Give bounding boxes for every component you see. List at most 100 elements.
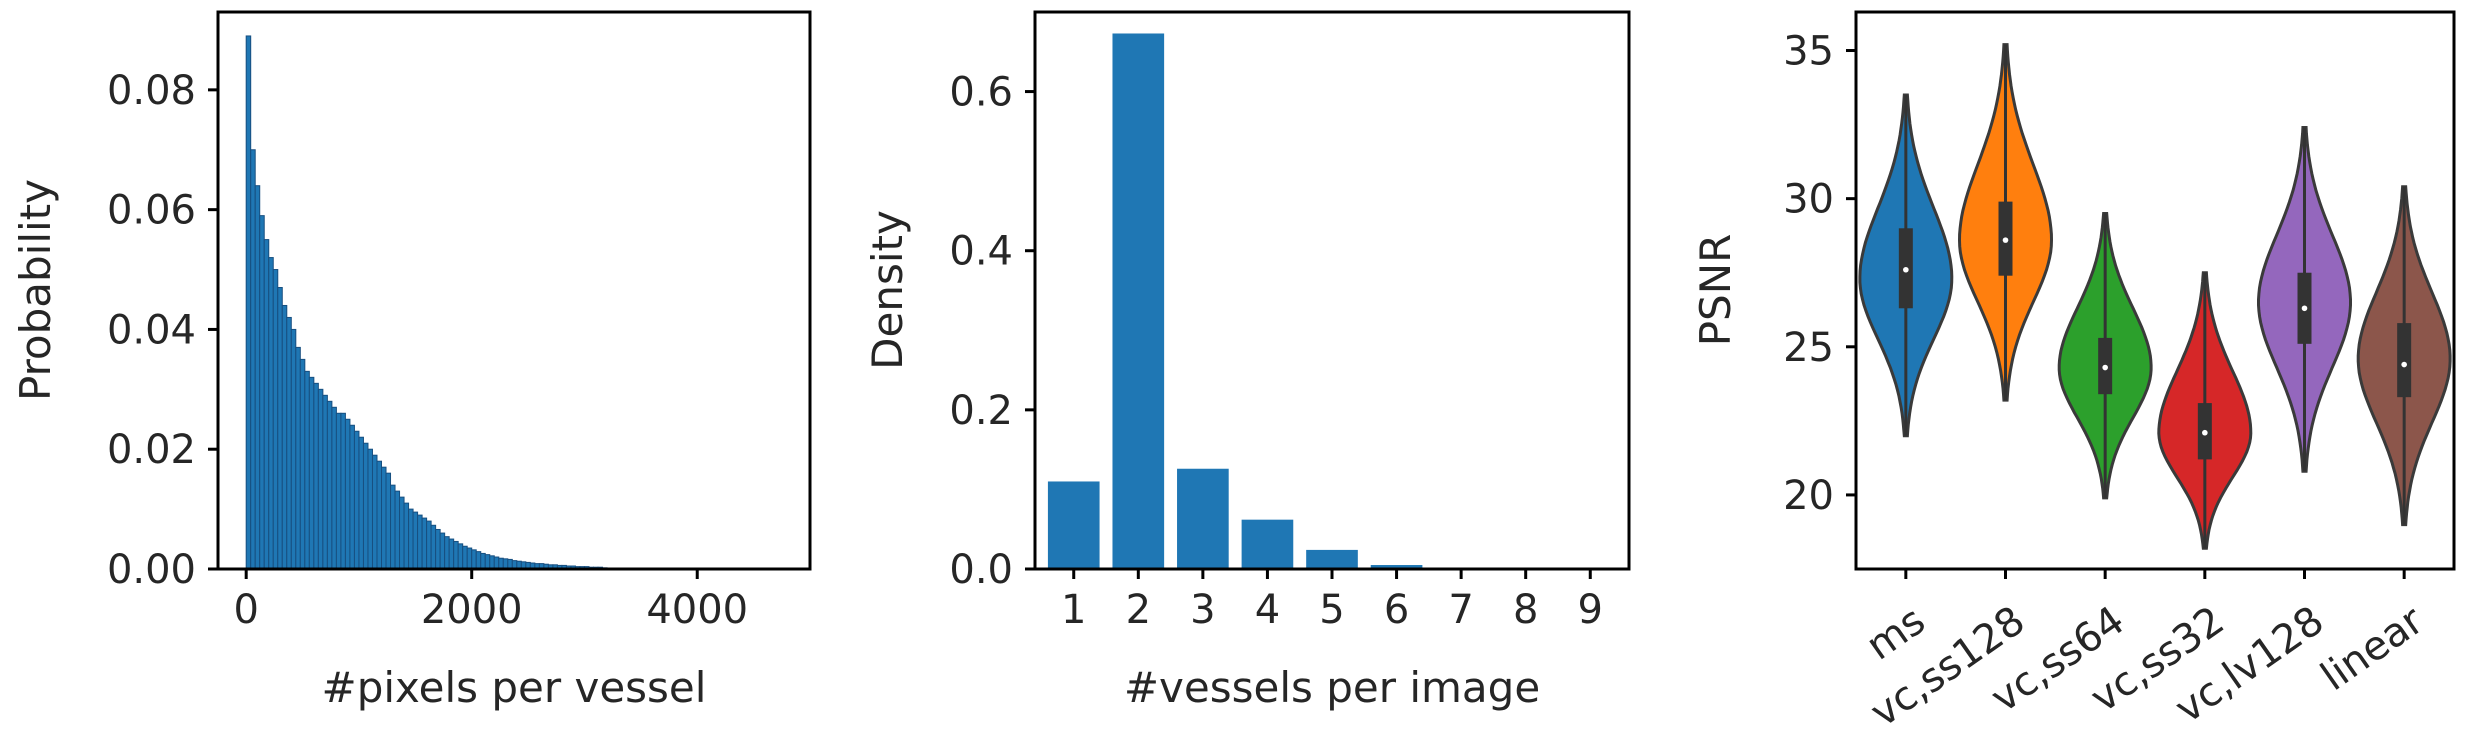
histogram-bar bbox=[435, 528, 441, 570]
y-tick-label: 0.00 bbox=[107, 547, 196, 593]
x-tick-label: 2 bbox=[1126, 587, 1151, 633]
x-tick-label: 0 bbox=[233, 587, 258, 633]
y-tick-label: 0.08 bbox=[107, 68, 196, 114]
histogram-bar bbox=[326, 400, 333, 570]
histogram-bar bbox=[299, 358, 306, 570]
bar-xlabel: #vessels per image bbox=[1124, 663, 1540, 712]
density-bars bbox=[1047, 33, 1617, 569]
histogram-bar bbox=[399, 496, 405, 570]
histogram-bar bbox=[295, 346, 301, 570]
x-tick-label: 1 bbox=[1061, 587, 1086, 633]
x-tick-label: 7 bbox=[1448, 587, 1473, 633]
histogram-bar bbox=[349, 424, 355, 570]
violin-median bbox=[1903, 266, 1909, 273]
histogram-ticks: 0 2000 4000 0.00 0.02 0.04 0.06 0.08 bbox=[107, 68, 748, 633]
histogram-bar bbox=[444, 536, 450, 570]
histogram-bar bbox=[263, 239, 270, 570]
density-bar bbox=[1177, 468, 1229, 569]
histogram-bar bbox=[381, 466, 387, 570]
x-tick-label: 2000 bbox=[421, 587, 523, 633]
histogram-bar bbox=[385, 472, 392, 570]
histogram-bar bbox=[390, 484, 396, 570]
histogram-ylabel: Probability bbox=[11, 179, 60, 401]
y-tick-label: 0.02 bbox=[107, 427, 196, 473]
histogram-bar bbox=[281, 304, 288, 570]
histogram-bar bbox=[480, 552, 486, 570]
violin-median bbox=[2401, 361, 2407, 368]
y-tick-label: 0.06 bbox=[107, 188, 196, 234]
density-bar bbox=[1047, 481, 1100, 569]
histogram-bar bbox=[417, 514, 423, 570]
density-bar bbox=[1306, 549, 1358, 569]
x-tick-label: linear bbox=[2313, 597, 2433, 700]
histogram-bar bbox=[367, 448, 373, 570]
histogram-bar bbox=[317, 388, 324, 570]
histogram-bar bbox=[254, 185, 261, 570]
x-tick-label: 8 bbox=[1513, 587, 1538, 633]
histogram-bar bbox=[322, 394, 328, 570]
histogram-bar bbox=[344, 418, 351, 570]
histogram-bar bbox=[448, 538, 455, 570]
histogram-bar bbox=[340, 412, 346, 570]
density-ticks: 1 2 3 4 5 6 7 8 9 0.0 0.2 0.4 0.6 bbox=[949, 70, 1603, 633]
histogram-bar bbox=[245, 35, 252, 570]
histogram-bar bbox=[430, 524, 437, 570]
histogram-panel: 0 2000 4000 0.00 0.02 0.04 0.06 0.08 #pixels pe… bbox=[11, 10, 812, 712]
histogram-bar bbox=[421, 517, 428, 570]
histogram-bar bbox=[268, 257, 274, 570]
histogram-bar bbox=[412, 511, 419, 570]
histogram-bar bbox=[371, 454, 378, 570]
bar-ylabel: Density bbox=[863, 210, 912, 370]
histogram-bar bbox=[466, 547, 473, 570]
y-tick-label: 0.6 bbox=[949, 70, 1013, 116]
histogram-bar bbox=[286, 316, 292, 570]
histogram-bars bbox=[245, 35, 608, 570]
y-tick-label: 0.2 bbox=[949, 388, 1013, 434]
histogram-bar bbox=[304, 370, 310, 570]
density-bar bbox=[1370, 565, 1423, 569]
histogram-frame bbox=[216, 10, 812, 571]
violin-panel: msvc,ss128vc,ss64vc,ss32vc,lv128linear20… bbox=[1691, 10, 2456, 736]
histogram-bar bbox=[335, 412, 342, 570]
x-tick-label: 4000 bbox=[646, 587, 748, 633]
x-tick-label: 5 bbox=[1319, 587, 1344, 633]
histogram-bar bbox=[489, 555, 495, 570]
histogram-bar bbox=[462, 545, 468, 570]
histogram-bar bbox=[439, 532, 446, 570]
histogram-bar bbox=[475, 551, 482, 570]
histogram-bar bbox=[331, 406, 337, 570]
violin-median bbox=[2002, 237, 2009, 243]
histogram-bar bbox=[259, 215, 265, 570]
histogram-bar bbox=[358, 436, 364, 570]
violin-frame bbox=[1854, 10, 2456, 571]
y-tick-label: 20 bbox=[1783, 473, 1834, 519]
histogram-bar bbox=[376, 460, 383, 570]
histogram-bar bbox=[408, 508, 414, 570]
y-tick-label: 30 bbox=[1783, 177, 1834, 223]
histogram-bar bbox=[493, 556, 500, 570]
histogram-bar bbox=[272, 269, 279, 570]
bar-panel: 1 2 3 4 5 6 7 8 9 0.0 0.2 0.4 0.6 #vessels per image… bbox=[863, 10, 1631, 712]
y-tick-label: 0.04 bbox=[107, 307, 196, 353]
histogram-bar bbox=[362, 442, 369, 570]
histogram-bar bbox=[394, 490, 401, 570]
y-tick-label: 0.0 bbox=[949, 547, 1013, 593]
x-tick-label: 4 bbox=[1255, 587, 1280, 633]
psnr-violins bbox=[1858, 43, 2452, 550]
histogram-bar bbox=[426, 520, 432, 570]
histogram-bar bbox=[471, 549, 477, 570]
histogram-bar bbox=[308, 376, 315, 570]
density-bar bbox=[1241, 519, 1294, 569]
histogram-bar bbox=[498, 557, 504, 570]
histogram-bar bbox=[403, 502, 410, 570]
y-tick-label: 25 bbox=[1783, 325, 1834, 371]
histogram-bar bbox=[313, 382, 319, 570]
histogram-bar bbox=[457, 543, 464, 570]
histogram-bar bbox=[277, 287, 283, 570]
histogram-bar bbox=[502, 558, 509, 570]
histogram-bar bbox=[353, 430, 360, 570]
x-tick-label: 6 bbox=[1384, 587, 1409, 633]
bar-frame bbox=[1033, 10, 1631, 571]
histogram-bar bbox=[250, 149, 256, 570]
